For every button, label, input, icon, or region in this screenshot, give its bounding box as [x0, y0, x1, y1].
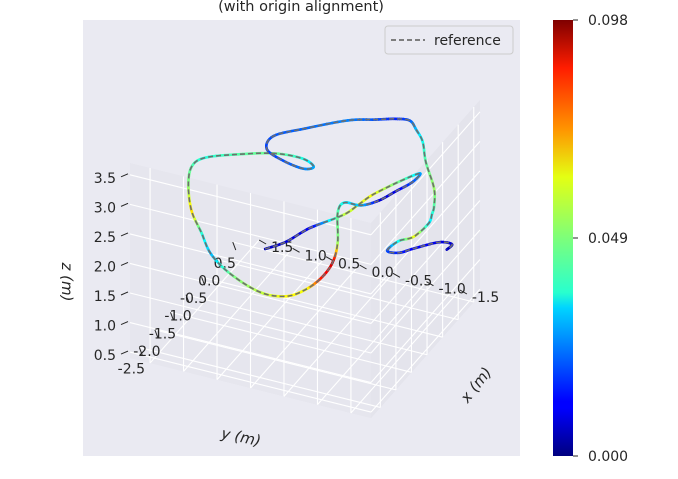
legend-reference-label: reference: [434, 33, 501, 49]
grid-line: [185, 294, 428, 356]
y-tick-label: -2.5: [118, 361, 145, 377]
z-axis-label: z (m): [58, 262, 76, 302]
grid-line: [129, 351, 372, 413]
grid-line: [370, 200, 481, 324]
grid-line: [139, 346, 381, 408]
grid-line: [129, 203, 372, 265]
grid-line: [370, 288, 481, 413]
x-tick-label: 1.5: [271, 240, 293, 256]
x-tick-label: -0.5: [405, 273, 432, 289]
grid-line: [149, 239, 260, 364]
x-tick-labels: -1.5 -1.0 -0.5 0.0 0.5 1.0 1.5: [258, 239, 499, 306]
y-tick-label: 0.5: [214, 256, 236, 272]
x-tick-label: 0.5: [338, 257, 360, 273]
z-tick-label: 3.0: [94, 200, 116, 216]
chart-title: (with origin alignment): [218, 0, 384, 15]
z-tick-label: 2.0: [94, 259, 116, 275]
grid-line: [129, 174, 372, 236]
z-tick-label: 2.5: [94, 230, 116, 246]
grid-line: [129, 322, 372, 384]
grid-line: [201, 276, 443, 338]
y-tick-labels: -2.5-2.0 -1.5-1.0 -0.50.0 0.5: [118, 241, 237, 377]
grid-line: [370, 259, 481, 383]
y-tick-label: -1.0: [164, 309, 191, 325]
grid-line: [232, 241, 474, 303]
grid-line: [129, 292, 372, 354]
z-tick-label: 0.5: [94, 348, 116, 364]
y-tick-label: -0.5: [180, 291, 207, 307]
colorbar-tick-min: 0.000: [588, 449, 628, 465]
z-tick-label: 1.0: [94, 319, 116, 335]
y-tick-label: -1.5: [149, 326, 176, 342]
grid-line: [283, 272, 394, 397]
grid-line: [154, 329, 397, 391]
colorbar-tick-mid: 0.049: [588, 231, 628, 247]
grid-line: [183, 247, 293, 372]
grid-line: [129, 262, 372, 324]
grid-line: [370, 229, 481, 354]
x-tick-label: -1.0: [438, 282, 465, 298]
z-tick-label: 3.5: [94, 171, 116, 187]
back-pane: [371, 100, 480, 418]
y-tick-label: 0.0: [198, 274, 220, 290]
grid-line: [217, 259, 459, 321]
y-tick-label: -2.0: [133, 344, 160, 360]
grid-line: [250, 264, 360, 389]
reference-line: [187, 117, 453, 298]
grid-line: [170, 311, 412, 373]
grid-line: [129, 233, 372, 295]
grid-line: [317, 281, 427, 406]
colorbar-gradient: [553, 20, 573, 456]
z-tick-labels: 0.5 1.0 1.5 2.0 2.5 3.0 3.5: [94, 171, 129, 364]
z-tick-label: 1.5: [94, 289, 116, 305]
x-tick-label: 1.0: [305, 248, 327, 264]
colorbar-tick-max: 0.098: [588, 13, 628, 29]
legend: reference: [384, 25, 514, 55]
colorbar: 0.098 0.049 0.000: [553, 13, 628, 465]
grid-line: [370, 111, 481, 236]
grid-line: [370, 140, 481, 265]
grid-line: [350, 289, 461, 414]
x-tick-label: -1.5: [472, 290, 499, 306]
grid-line: [216, 256, 327, 381]
grid-lines: [129, 107, 481, 414]
x-tick-label: 0.0: [372, 265, 394, 281]
grid-line: [370, 170, 481, 295]
